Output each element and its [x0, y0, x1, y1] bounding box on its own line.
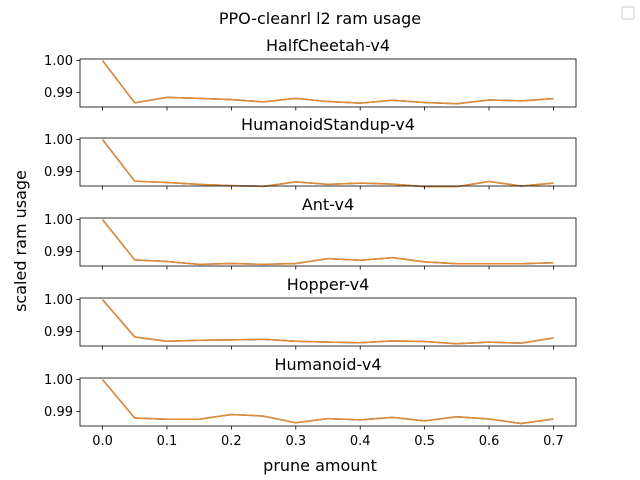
series-line-1 — [101, 139, 554, 188]
y-tick-label: 0.99 — [44, 86, 73, 101]
subplot-2: Ant-v4 1.00 0.99 — [44, 195, 577, 270]
x-tick-label: 0.3 — [285, 434, 306, 449]
x-tick-label: 0.6 — [479, 434, 500, 449]
subplot-title: Hopper-v4 — [287, 275, 370, 294]
x-tick-label: 0.1 — [157, 434, 178, 449]
series-line-1 — [101, 299, 554, 345]
axes-frame — [79, 377, 577, 427]
y-tick-label: 0.99 — [44, 165, 73, 180]
subplots: HalfCheetah-v41.000.99HumanoidStandup-v4… — [44, 36, 577, 449]
y-tick-label: 0.99 — [44, 405, 73, 420]
y-tick-label: 0.99 — [44, 325, 73, 340]
series-line-1 — [101, 219, 554, 266]
subplot-title: HalfCheetah-v4 — [266, 36, 390, 55]
axes-frame — [79, 58, 577, 108]
y-tick-label: 1.00 — [44, 133, 73, 148]
y-tick-label: 1.00 — [44, 293, 73, 308]
axes-frame — [79, 217, 577, 267]
subplot-1: HumanoidStandup-v4 1.00 0.99 — [44, 115, 577, 190]
x-tick-label: 0.5 — [414, 434, 435, 449]
x-tick-label: 0.2 — [221, 434, 242, 449]
axes-frame — [79, 137, 577, 187]
subplot-0: HalfCheetah-v4 1.00 0.99 — [44, 36, 577, 111]
x-tick-label: 0.4 — [350, 434, 371, 449]
subplot-title: HumanoidStandup-v4 — [241, 115, 415, 134]
x-axis-label: prune amount — [263, 456, 377, 475]
x-tick-label: 0.0 — [92, 434, 113, 449]
legend-box — [621, 6, 635, 20]
subplot-3: Hopper-v4 1.00 0.99 — [44, 275, 577, 350]
subplot-title: Humanoid-v4 — [274, 355, 381, 374]
series-line-0 — [101, 139, 554, 188]
series-line-0 — [101, 299, 554, 345]
y-tick-label: 1.00 — [44, 373, 73, 388]
y-tick-label: 1.00 — [44, 54, 73, 69]
series-line-0 — [101, 219, 554, 266]
series-line-0 — [101, 379, 554, 425]
chart-title: PPO-cleanrl l2 ram usage — [219, 9, 421, 28]
series-line-1 — [101, 60, 554, 105]
subplot-title: Ant-v4 — [302, 195, 354, 214]
y-tick-label: 0.99 — [44, 245, 73, 260]
axes-frame — [79, 297, 577, 347]
x-tick-label: 0.7 — [543, 434, 564, 449]
subplot-4: Humanoid-v4 1.00 0.99 0.0 0.1 0.2 0.3 0.4 0.5 0.6… — [44, 355, 577, 449]
series-line-1 — [101, 379, 554, 425]
y-tick-label: 1.00 — [44, 213, 73, 228]
y-axis-label: scaled ram usage — [11, 170, 30, 312]
